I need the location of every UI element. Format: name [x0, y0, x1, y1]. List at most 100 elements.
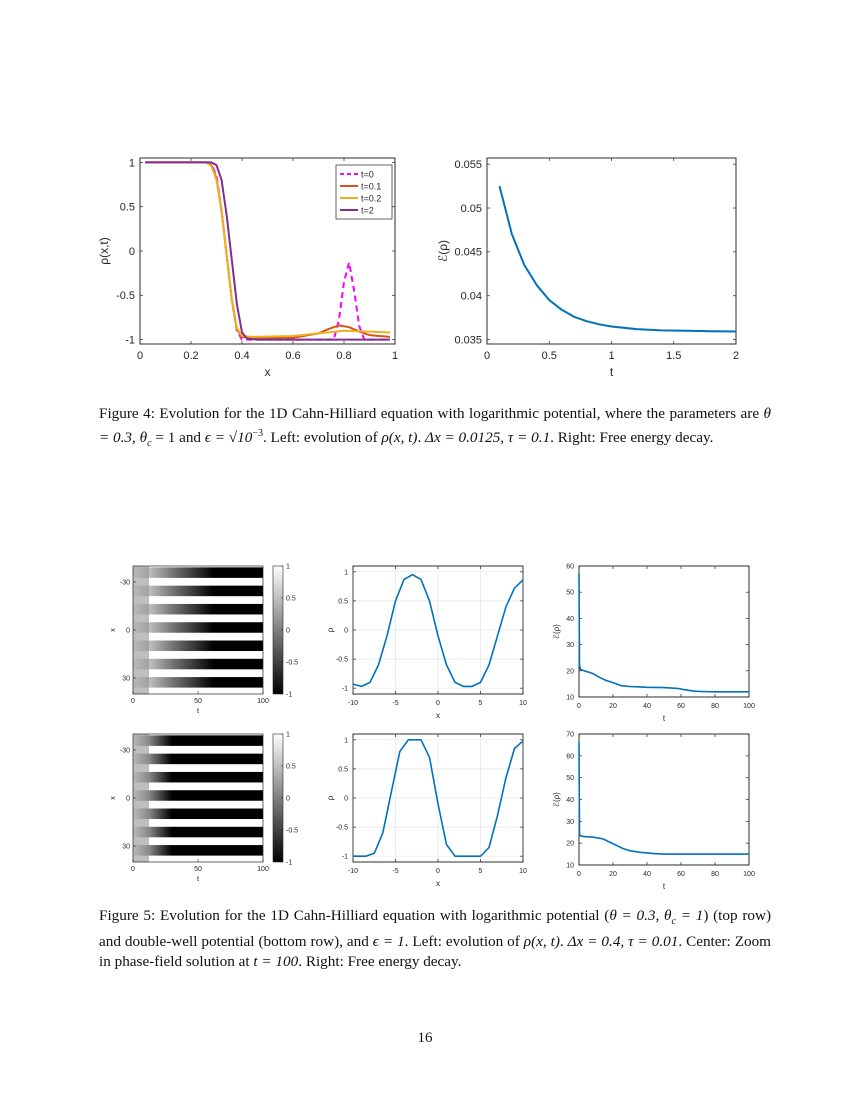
legend-label: t=2 — [361, 206, 374, 216]
colorbar-tick-label: 1 — [286, 564, 290, 571]
y-tick-label: 30 — [122, 676, 130, 683]
plot-border — [352, 565, 524, 695]
x-tick-label: 60 — [677, 871, 685, 878]
colorbar-tick-label: 1 — [286, 732, 290, 739]
y-tick-label: 0 — [126, 628, 130, 635]
heatmap-band — [133, 658, 263, 670]
y-axis-label: ρ — [326, 627, 335, 632]
x-tick-label: 0 — [137, 350, 143, 362]
x-tick-label: 0 — [131, 698, 135, 705]
plot-border — [486, 157, 737, 345]
plot-frame — [578, 565, 750, 698]
y-tick-label: 1 — [344, 737, 348, 744]
colorbar-tick-label: 0 — [286, 628, 290, 635]
heatmap-band — [133, 735, 263, 746]
x-tick-label: 50 — [194, 698, 202, 705]
x-tick-label: -5 — [392, 700, 398, 707]
y-tick-label: 10 — [566, 862, 574, 869]
x-tick-label: 10 — [519, 868, 527, 875]
x-axis-label: t — [197, 706, 200, 715]
heatmap-band — [133, 808, 263, 820]
heatmap-band — [133, 771, 263, 783]
heatmap-band — [133, 640, 263, 652]
colorbar-tick-label: -1 — [286, 692, 292, 699]
x-tick-label: 0 — [577, 871, 581, 878]
y-axis-label: ℰ(ρ) — [552, 792, 561, 807]
y-tick-label: 10 — [566, 694, 574, 701]
x-tick-label: 0.4 — [234, 350, 249, 362]
x-tick-label: 50 — [194, 866, 202, 873]
heatmap-band — [133, 585, 263, 597]
y-tick-label: 0.055 — [454, 159, 482, 171]
x-tick-label: 100 — [743, 703, 755, 710]
figure5-row2-heatmap: 0 50 100 t -30 0 30 x 1 0.5 0 -0.5 -1 — [108, 732, 298, 884]
y-tick-label: 0.5 — [120, 202, 135, 214]
y-tick-label: 1 — [129, 157, 135, 169]
plot-frame — [578, 733, 750, 866]
figure4-left-plot: 0 0.2 0.4 0.6 0.8 1 1 0.5 0 -0.5 -1 x ρ(x,t) t=0 t=0.1… — [97, 157, 398, 379]
y-tick-label: 60 — [566, 753, 574, 760]
y-tick-label: -0.5 — [116, 290, 135, 302]
heatmap-band — [133, 622, 263, 633]
x-tick-label: 20 — [609, 871, 617, 878]
figure4-label: Figure 4: — [99, 405, 155, 422]
x-tick-label: 0.8 — [336, 350, 351, 362]
colorbar-tick-label: 0.5 — [286, 764, 296, 771]
y-tick-label: -1 — [342, 854, 348, 861]
x-axis-label: x — [265, 365, 271, 379]
y-tick-label: 40 — [566, 797, 574, 804]
figure5-row1-heatmap: 0 50 100 t -30 0 30 x 1 0.5 0 -0.5 -1 — [108, 564, 298, 716]
heatmap-band — [133, 826, 263, 838]
heatmap-band — [133, 845, 263, 856]
y-axis-label: x — [108, 796, 117, 800]
y-tick-label: 0 — [129, 246, 135, 258]
y-tick-label: 0 — [344, 627, 348, 634]
plot-frame — [486, 157, 737, 345]
y-tick-label: 20 — [566, 668, 574, 675]
legend-label: t=0.1 — [361, 182, 381, 192]
y-tick-label: 0.5 — [338, 598, 348, 605]
x-tick-label: -10 — [348, 700, 358, 707]
series-line-t-2 — [145, 161, 390, 341]
heatmap-initial-region — [133, 566, 149, 694]
y-tick-label: 0.05 — [461, 203, 482, 215]
x-tick-label: 0.6 — [285, 350, 300, 362]
heatmap-band — [133, 603, 263, 615]
y-tick-label: 0 — [126, 796, 130, 803]
series-line-t-0-2 — [145, 161, 390, 338]
x-tick-label: 0.2 — [183, 350, 198, 362]
series-line-series — [578, 742, 749, 855]
x-axis-label: t — [663, 714, 666, 723]
x-axis-label: t — [610, 365, 614, 379]
heatmap-initial-region — [133, 734, 149, 862]
x-tick-label: 100 — [257, 698, 269, 705]
colorbar-tick-label: 0 — [286, 796, 290, 803]
x-tick-label: 5 — [479, 868, 483, 875]
figure5-label: Figure 5: — [99, 907, 156, 924]
y-tick-label: 40 — [566, 616, 574, 623]
x-tick-label: 100 — [743, 871, 755, 878]
figure5-caption: Figure 5: Evolution for the 1D Cahn-Hill… — [99, 907, 772, 971]
x-tick-label: 2 — [733, 350, 739, 362]
x-tick-label: 0 — [577, 703, 581, 710]
figure4-caption: Figure 4: Evolution for the 1D Cahn-Hill… — [99, 405, 772, 450]
x-tick-label: 40 — [643, 871, 651, 878]
x-tick-label: 1 — [392, 350, 398, 362]
y-tick-label: 0.045 — [454, 247, 482, 259]
series-line-series — [352, 573, 524, 688]
x-axis-label: t — [197, 874, 200, 883]
y-axis-label: x — [108, 628, 117, 632]
legend-label: t=0 — [361, 170, 374, 180]
y-tick-label: 20 — [566, 841, 574, 848]
y-tick-label: 60 — [566, 563, 574, 570]
y-tick-label: -1 — [342, 686, 348, 693]
x-tick-label: -5 — [392, 868, 398, 875]
y-tick-label: -30 — [120, 748, 130, 755]
x-tick-label: 0 — [436, 868, 440, 875]
figure5-row1-energy-plot: 0 20 40 60 80 100 60 50 40 30 20 10 t ℰ(ρ) — [552, 563, 755, 723]
x-tick-label: 10 — [519, 700, 527, 707]
x-tick-label: 0 — [131, 866, 135, 873]
y-tick-label: -1 — [125, 334, 135, 346]
legend-label: t=0.2 — [361, 194, 381, 204]
colorbar-tick-label: 0.5 — [286, 596, 296, 603]
